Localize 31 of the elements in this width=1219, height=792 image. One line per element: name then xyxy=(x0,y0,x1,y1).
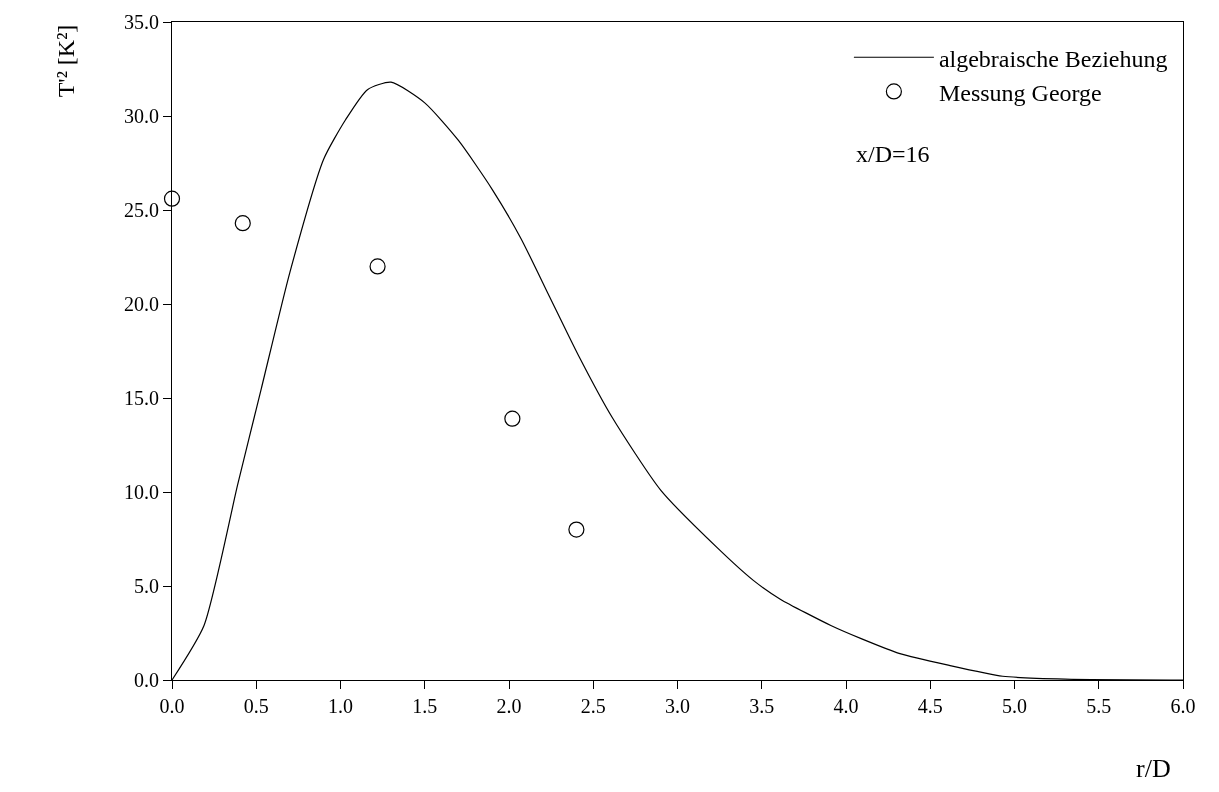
legend-label: algebraische Beziehung xyxy=(938,45,1168,72)
y-tick-label: 35.0 xyxy=(124,11,159,33)
y-tick-label: 25.0 xyxy=(124,199,159,221)
point xyxy=(234,215,251,232)
x-tick-label: 2.5 xyxy=(580,695,606,717)
legend-label: Messung George xyxy=(938,79,1102,106)
x-tick-label: 1.5 xyxy=(412,695,438,717)
y-tick-label: 15.0 xyxy=(124,387,159,409)
y-tick-label: 5.0 xyxy=(134,575,159,597)
x-tick-label: 4.0 xyxy=(833,695,859,717)
x-tick-label: 4.5 xyxy=(917,695,943,717)
x-axis-title: r/D xyxy=(1136,754,1171,783)
x-tick-label: 0.0 xyxy=(159,695,185,717)
annotation: x/D=16 xyxy=(856,141,930,167)
x-tick-label: 1.0 xyxy=(328,695,353,717)
y-tick-label: 0.0 xyxy=(134,669,159,691)
x-tick-label: 5.5 xyxy=(1086,695,1112,717)
point xyxy=(504,410,521,427)
x-tick-label: 6.0 xyxy=(1170,695,1196,717)
x-tick-label: 2.0 xyxy=(496,695,522,717)
y-tick-label: 10.0 xyxy=(124,481,159,503)
point xyxy=(163,190,181,207)
x-tick-label: 0.5 xyxy=(243,695,269,717)
y-tick-label: 20.0 xyxy=(124,293,159,315)
y-tick-label: 30.0 xyxy=(124,105,159,127)
x-tick-label: 3.0 xyxy=(665,695,690,717)
x-tick-label: 5.0 xyxy=(1002,695,1027,717)
x-tick-label: 3.5 xyxy=(749,695,775,717)
point xyxy=(369,258,386,275)
y-axis-title: T'² [K²] xyxy=(53,24,80,98)
point xyxy=(568,521,585,538)
